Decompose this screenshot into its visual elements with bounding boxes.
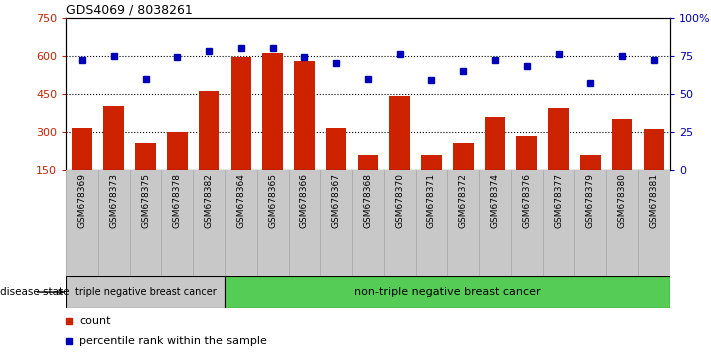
Bar bbox=[421, 155, 442, 170]
Bar bbox=[72, 128, 92, 170]
Text: percentile rank within the sample: percentile rank within the sample bbox=[79, 336, 267, 346]
Text: GSM678364: GSM678364 bbox=[236, 173, 245, 228]
Bar bbox=[104, 107, 124, 170]
Bar bbox=[516, 136, 537, 170]
Bar bbox=[580, 155, 601, 170]
Text: GSM678377: GSM678377 bbox=[554, 173, 563, 228]
Bar bbox=[326, 128, 346, 170]
Bar bbox=[643, 129, 664, 170]
Text: GSM678365: GSM678365 bbox=[268, 173, 277, 228]
Bar bbox=[390, 96, 410, 170]
Bar bbox=[199, 91, 220, 170]
Text: non-triple negative breast cancer: non-triple negative breast cancer bbox=[354, 287, 540, 297]
Text: count: count bbox=[79, 316, 110, 326]
Bar bbox=[225, 276, 670, 308]
Text: GSM678375: GSM678375 bbox=[141, 173, 150, 228]
Text: triple negative breast cancer: triple negative breast cancer bbox=[75, 287, 216, 297]
Text: GDS4069 / 8038261: GDS4069 / 8038261 bbox=[66, 4, 193, 17]
Bar bbox=[611, 119, 632, 170]
Text: GSM678368: GSM678368 bbox=[363, 173, 373, 228]
Text: GSM678371: GSM678371 bbox=[427, 173, 436, 228]
Bar bbox=[294, 61, 315, 170]
Bar bbox=[485, 116, 506, 170]
Text: GSM678372: GSM678372 bbox=[459, 173, 468, 228]
Bar bbox=[66, 276, 225, 308]
Bar bbox=[230, 57, 251, 170]
Text: disease state: disease state bbox=[0, 287, 70, 297]
Text: GSM678373: GSM678373 bbox=[109, 173, 118, 228]
Text: GSM678382: GSM678382 bbox=[205, 173, 213, 228]
Text: GSM678380: GSM678380 bbox=[618, 173, 626, 228]
Bar bbox=[453, 143, 474, 170]
Bar bbox=[262, 53, 283, 170]
Bar bbox=[135, 143, 156, 170]
Text: GSM678370: GSM678370 bbox=[395, 173, 405, 228]
Text: GSM678369: GSM678369 bbox=[77, 173, 87, 228]
Text: GSM678366: GSM678366 bbox=[300, 173, 309, 228]
Bar bbox=[358, 155, 378, 170]
Bar bbox=[548, 108, 569, 170]
Text: GSM678379: GSM678379 bbox=[586, 173, 595, 228]
Text: GSM678374: GSM678374 bbox=[491, 173, 500, 228]
Text: GSM678381: GSM678381 bbox=[649, 173, 658, 228]
Text: GSM678378: GSM678378 bbox=[173, 173, 182, 228]
Text: GSM678367: GSM678367 bbox=[331, 173, 341, 228]
Text: GSM678376: GSM678376 bbox=[523, 173, 531, 228]
Bar bbox=[167, 132, 188, 170]
